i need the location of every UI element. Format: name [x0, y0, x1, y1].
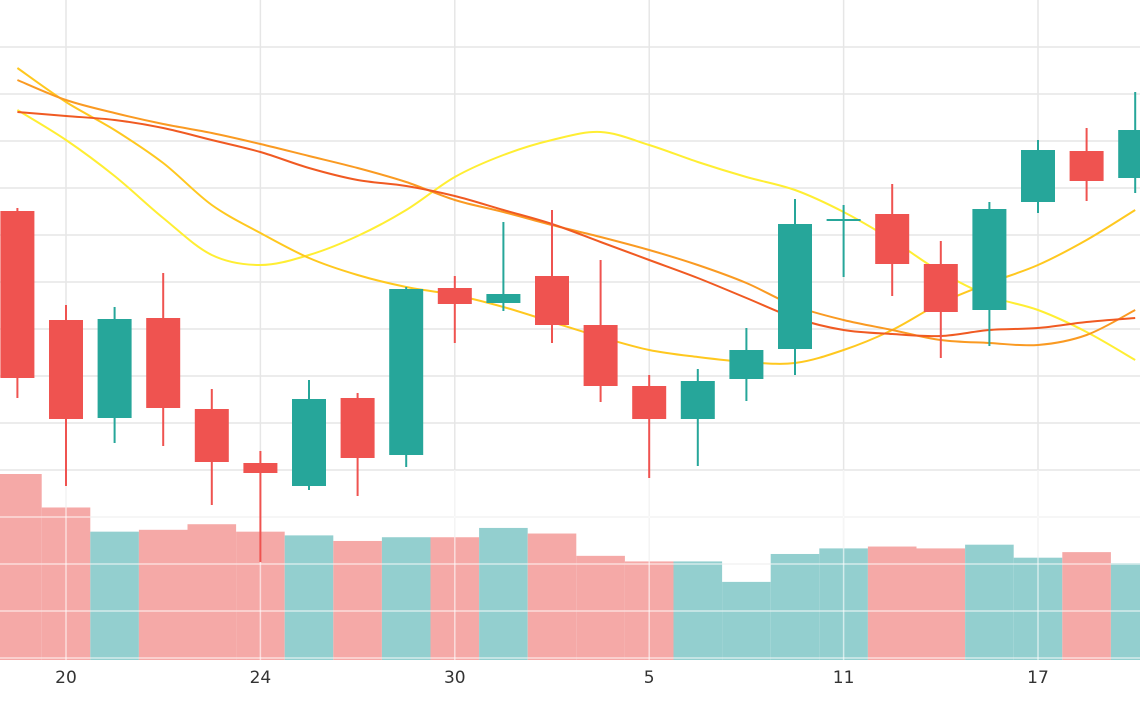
- volume-bar: [722, 581, 771, 660]
- candle: [49, 305, 83, 486]
- moving-average-line-3: [17, 79, 1136, 347]
- x-tick-label: 20: [55, 668, 77, 688]
- candle-body: [729, 350, 764, 379]
- volume-bar: [138, 529, 188, 660]
- candle: [340, 393, 375, 496]
- candle-body: [583, 325, 618, 386]
- candle-body: [389, 289, 424, 455]
- candle: [972, 202, 1007, 346]
- volume-bar: [284, 535, 334, 660]
- volume-bar: [187, 524, 237, 660]
- candle: [535, 210, 569, 343]
- candle-body: [535, 276, 569, 325]
- candle-body: [680, 381, 715, 419]
- x-tick-label: 5: [644, 668, 655, 688]
- candle-body: [972, 209, 1007, 310]
- x-tick-label: 30: [444, 668, 466, 688]
- candles: [0, 92, 1140, 562]
- x-tick-label: 24: [250, 668, 272, 688]
- volume-bar: [965, 544, 1014, 660]
- candle: [97, 307, 132, 443]
- candle-body: [778, 224, 812, 349]
- candle-body: [340, 398, 375, 458]
- grid-overlay: [0, 470, 1140, 660]
- candle: [437, 276, 472, 343]
- volume-bar: [1062, 552, 1111, 660]
- volume-bar: [916, 548, 966, 660]
- volume-bar: [381, 537, 431, 660]
- candle: [146, 273, 181, 446]
- volume-bar: [527, 533, 577, 660]
- x-tick-label: 17: [1027, 668, 1049, 688]
- candle-body: [826, 219, 861, 221]
- moving-average-line-4: [17, 111, 1136, 338]
- candle: [632, 375, 667, 478]
- candle-body: [875, 214, 910, 264]
- candle: [292, 380, 326, 490]
- volume-bar: [90, 531, 139, 660]
- candle: [194, 389, 229, 505]
- volume-bar: [0, 474, 42, 660]
- candle: [778, 199, 812, 375]
- candle: [243, 451, 278, 562]
- candle: [486, 222, 521, 311]
- volume-bar: [333, 540, 382, 660]
- volume-bars: [0, 474, 1140, 660]
- candle-body: [1118, 130, 1140, 178]
- candle-body: [97, 319, 132, 418]
- candle: [1021, 140, 1055, 213]
- candle-body: [292, 399, 326, 486]
- candle: [1118, 92, 1140, 193]
- candle: [1069, 128, 1104, 201]
- candle-body: [923, 264, 958, 312]
- candle-body: [0, 211, 35, 378]
- candle: [680, 369, 715, 466]
- candle-body: [194, 409, 229, 462]
- volume-bar: [479, 527, 528, 660]
- candle-body: [632, 386, 667, 419]
- candle-body: [243, 463, 278, 473]
- x-tick-label: 11: [833, 668, 855, 688]
- candle-body: [1021, 150, 1055, 202]
- candle: [389, 287, 424, 467]
- candle-body: [49, 320, 83, 419]
- candle-body: [486, 294, 521, 303]
- candle-body: [146, 318, 181, 408]
- x-axis: 20 24 30 5 11 17: [55, 668, 1049, 688]
- candle: [0, 208, 35, 398]
- candle: [875, 184, 910, 296]
- volume-bar: [576, 555, 625, 660]
- candle-body: [437, 288, 472, 304]
- candle: [729, 328, 764, 401]
- volume-bar: [770, 553, 820, 660]
- volume-bar: [867, 546, 917, 660]
- candle: [923, 241, 958, 358]
- candle-body: [1069, 151, 1104, 181]
- candle: [826, 205, 861, 277]
- candle: [583, 260, 618, 402]
